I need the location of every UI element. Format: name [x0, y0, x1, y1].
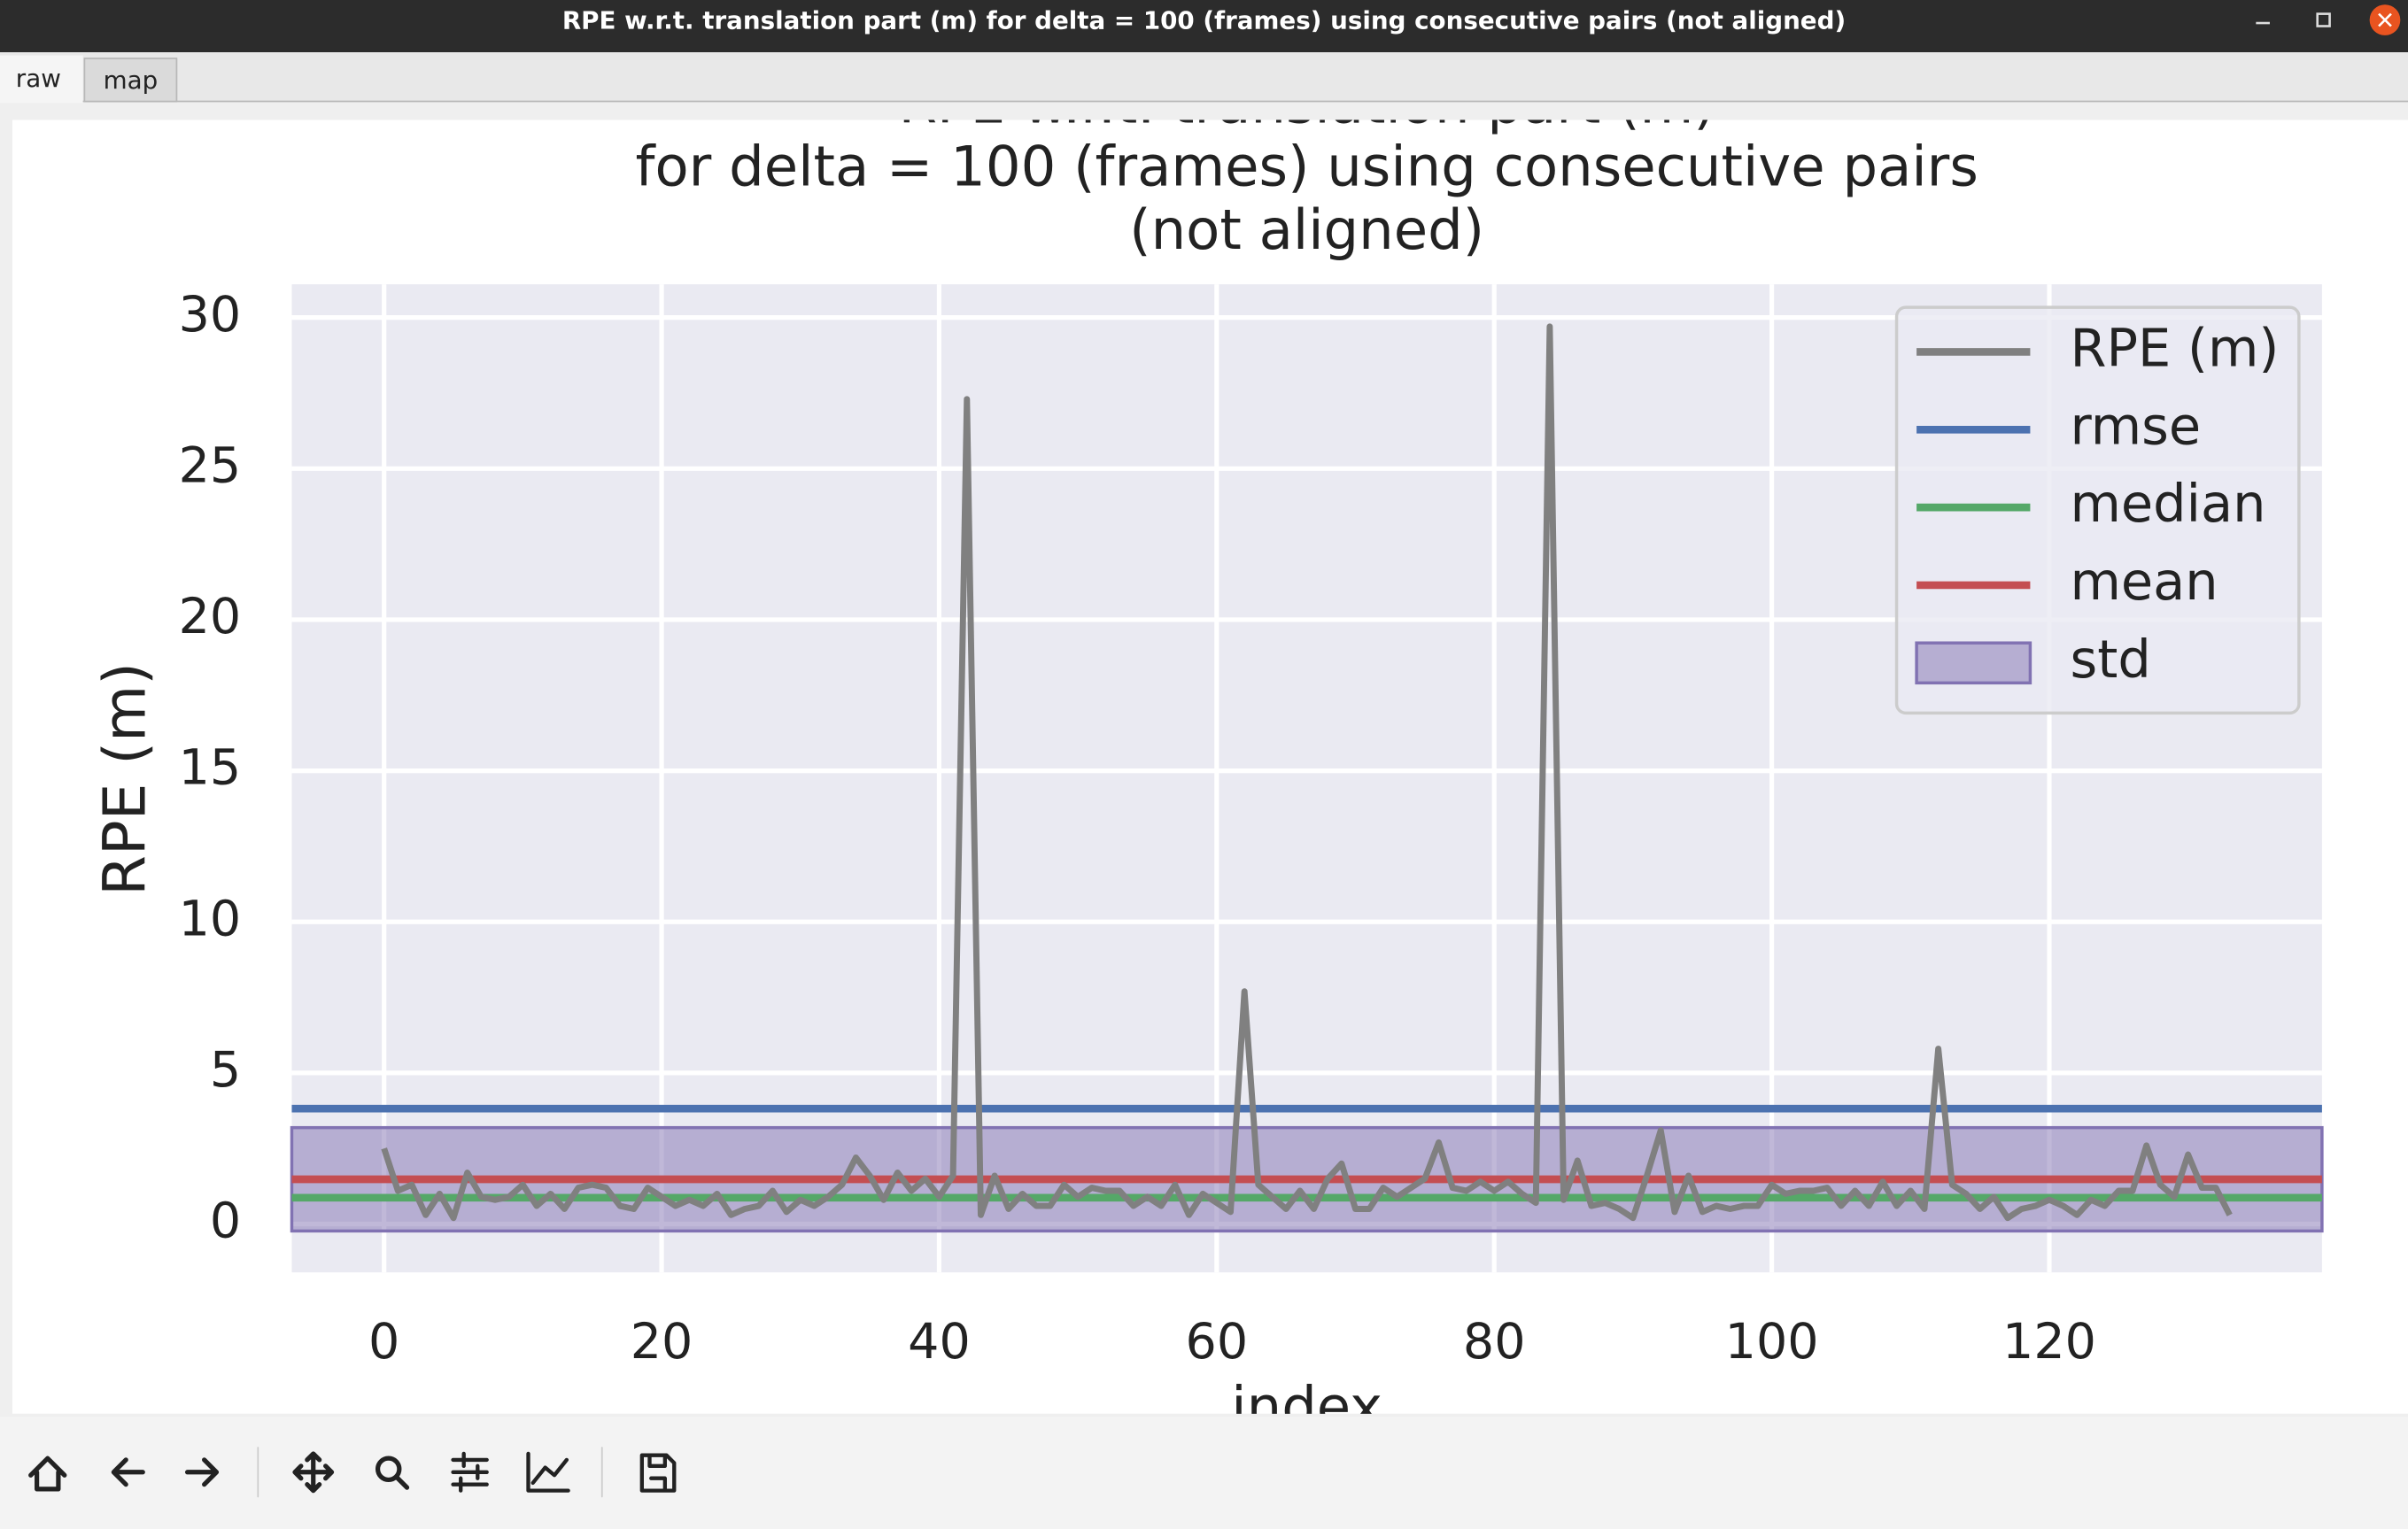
legend-box — [1894, 305, 2301, 715]
forward-button[interactable] — [184, 1457, 220, 1487]
x-tick-label: 20 — [631, 1313, 693, 1371]
tab-label[interactable]: raw — [16, 64, 61, 93]
legend-swatch — [1915, 641, 2032, 685]
x-tick-label: 100 — [1725, 1313, 1819, 1371]
home-button[interactable] — [28, 1456, 67, 1492]
toolbar — [0, 1417, 2408, 1529]
legend-label: rmse — [2071, 395, 2202, 456]
toolbar-icons — [28, 1447, 677, 1498]
y-tick-label: 15 — [179, 739, 242, 797]
title-bar — [0, 0, 2408, 53]
tab-raw[interactable] — [0, 55, 83, 104]
y-tick-label: 0 — [210, 1193, 241, 1250]
x-tick-label: 80 — [1463, 1313, 1526, 1371]
data-line — [381, 323, 2233, 1222]
window-controls[interactable] — [2256, 4, 2401, 35]
y-tick-label: 5 — [210, 1041, 241, 1099]
pan-button[interactable] — [292, 1451, 335, 1494]
x-axis-label: index — [1231, 1374, 1382, 1439]
save-button[interactable] — [639, 1453, 677, 1493]
customize-button[interactable] — [526, 1451, 570, 1493]
figure-canvas: RPE w.r.t. translation part (m)for delta… — [12, 72, 2408, 1439]
chart-title: RPE w.r.t. translation part (m) — [899, 72, 1715, 136]
legend-label: median — [2071, 473, 2266, 534]
y-tick-label: 10 — [179, 890, 242, 947]
tab-label[interactable]: map — [104, 66, 159, 95]
x-tick-label: 40 — [908, 1313, 971, 1371]
zoom-button[interactable] — [375, 1456, 410, 1490]
x-tick-label: 0 — [368, 1313, 399, 1371]
y-axis-label: RPE (m) — [91, 662, 159, 896]
back-button[interactable] — [111, 1457, 145, 1487]
maximize-button[interactable] — [2316, 12, 2331, 27]
x-tick-label: 60 — [1186, 1313, 1249, 1371]
legend-label: mean — [2071, 551, 2218, 612]
y-tick-label: 30 — [179, 286, 242, 344]
subplots-button[interactable] — [451, 1451, 489, 1493]
tab-bar — [0, 52, 2408, 102]
x-tick-label: 120 — [2002, 1313, 2096, 1371]
y-tick-label: 20 — [179, 588, 242, 645]
tab-map[interactable] — [83, 58, 178, 103]
chart-title: for delta = 100 (frames) using consecuti… — [636, 135, 1978, 199]
legend-label: RPE (m) — [2071, 318, 2280, 379]
close-button[interactable] — [2369, 4, 2401, 35]
window-title: RPE w.r.t. translation part (m) for delt… — [562, 5, 1846, 35]
chart-title: (not aligned) — [1129, 197, 1484, 262]
legend-label: std — [2071, 629, 2151, 690]
y-tick-label: 25 — [179, 436, 242, 494]
